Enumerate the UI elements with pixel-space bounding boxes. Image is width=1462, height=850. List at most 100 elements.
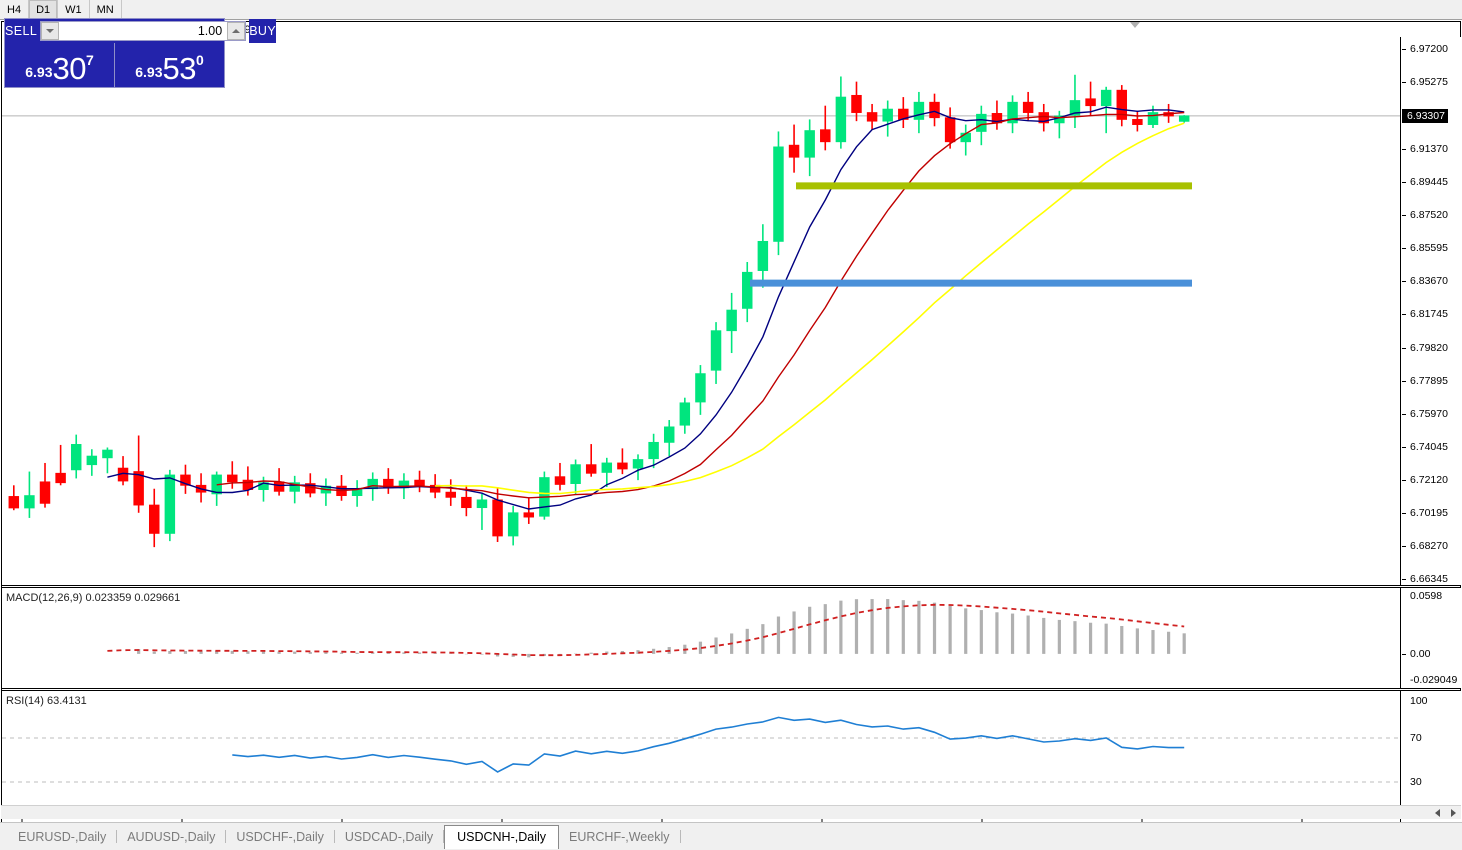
sell-price-big: 30	[52, 51, 86, 86]
candle	[476, 493, 488, 530]
timeframe-d1[interactable]: D1	[29, 0, 59, 19]
price-tick-label: 6.89445	[1401, 176, 1448, 188]
horizontal-scrollbar[interactable]	[1, 805, 1461, 819]
rsi-tick-label: 100	[1410, 695, 1428, 707]
pane-divider-2	[2, 688, 1460, 689]
tab-separator	[443, 830, 445, 843]
price-tick-label: 6.75970	[1401, 408, 1448, 420]
symbol-tab-eurusd[interactable]: EURUSD-,Daily	[18, 829, 107, 844]
candle	[570, 459, 581, 494]
symbol-tab-usdchf[interactable]: USDCHF-,Daily	[236, 829, 324, 844]
macd-axis[interactable]: 0.0598 0.00 -0.029049	[1400, 588, 1462, 688]
candle	[445, 479, 456, 506]
price-tick-label: 6.85595	[1401, 242, 1448, 254]
timeframe-mn[interactable]: MN	[89, 0, 122, 19]
pane-divider-2b	[2, 690, 1460, 691]
arrow-right-icon	[1450, 808, 1456, 817]
candle	[1007, 95, 1018, 134]
candle	[1069, 74, 1081, 129]
sell-price-prefix: 6.93	[25, 64, 53, 80]
rsi-chart-svg[interactable]	[2, 691, 1400, 822]
pane-divider-1b	[2, 587, 1460, 588]
candle	[102, 447, 113, 474]
volume-input[interactable]	[59, 22, 228, 40]
candle	[648, 433, 659, 469]
candle	[960, 124, 971, 156]
candle	[695, 365, 706, 415]
timeframe-toolbar: H4 D1 W1 MN	[0, 0, 1462, 20]
scroll-right-button[interactable]	[1445, 806, 1461, 820]
buy-price-prefix: 6.93	[135, 64, 163, 80]
candle	[1054, 110, 1065, 139]
candle	[554, 462, 566, 491]
price-tick-label: 6.70195	[1401, 507, 1448, 519]
timeframe-h4[interactable]: H4	[0, 0, 30, 19]
rsi-tick-label: 70	[1410, 732, 1422, 744]
candle	[866, 103, 878, 130]
price-tick-label: 6.68270	[1401, 540, 1448, 552]
symbol-tab-usdcnh[interactable]: USDCNH-,Daily	[444, 825, 560, 849]
price-tick-label: 6.97200	[1401, 43, 1448, 55]
candle	[1132, 110, 1143, 132]
volume-decrement-button[interactable]	[41, 22, 60, 40]
candle	[851, 81, 862, 122]
candle	[8, 485, 20, 511]
candle	[835, 76, 847, 149]
tab-separator	[225, 830, 227, 843]
rsi-axis[interactable]: 10070300	[1400, 691, 1462, 822]
tab-separator	[679, 830, 681, 843]
candle	[944, 107, 956, 149]
candle	[898, 97, 909, 129]
pane-divider-1	[2, 585, 1460, 586]
symbol-tab-eurchf[interactable]: EURCHF-,Weekly	[569, 829, 670, 844]
ma-slow	[435, 122, 1185, 495]
buy-button[interactable]: 6.93 53 0	[115, 43, 224, 87]
candle	[539, 471, 550, 520]
price-chart-svg[interactable]	[2, 37, 1400, 585]
timeframe-w1[interactable]: W1	[58, 0, 90, 19]
symbol-tab-usdcad[interactable]: USDCAD-,Daily	[344, 829, 434, 844]
macd-tick-label: 0.0598	[1410, 590, 1443, 602]
sell-button[interactable]: 6.93 30 7	[5, 43, 115, 87]
volume-stepper[interactable]	[40, 21, 247, 41]
candle	[929, 93, 940, 127]
candle	[679, 397, 691, 434]
candle	[601, 457, 613, 488]
candle	[180, 464, 191, 494]
ma-medium	[216, 111, 1185, 499]
macd-tick-label: 0.00	[1401, 648, 1430, 660]
volume-increment-button[interactable]	[227, 22, 246, 40]
scroll-left-button[interactable]	[1429, 806, 1445, 820]
candle	[149, 488, 160, 548]
price-tick-label: 6.66345	[1401, 573, 1448, 585]
candle	[70, 434, 82, 479]
buy-price-fraction: 0	[195, 52, 204, 68]
candle	[1038, 103, 1049, 132]
candle	[913, 91, 925, 134]
arrow-left-icon	[1434, 808, 1440, 817]
candle	[320, 478, 332, 506]
symbol-tab-bar[interactable]: EURUSD-,Daily AUDUSD-,Daily USDCHF-,Daily U…	[0, 822, 1462, 850]
candle	[24, 471, 35, 518]
chevron-down-icon	[46, 29, 55, 33]
octp-price-row: 6.93 30 7 6.93 53 0	[5, 43, 224, 87]
candle	[1116, 85, 1128, 127]
macd-chart-svg[interactable]	[2, 588, 1400, 688]
candle	[773, 131, 784, 256]
candle	[1100, 86, 1112, 134]
price-tick-label: 6.79820	[1401, 342, 1448, 354]
rsi-tick-label: 30	[1410, 776, 1422, 788]
toolbar-empty-area	[121, 0, 1462, 19]
sell-label: SELL	[5, 19, 38, 43]
candle	[523, 497, 535, 524]
candle	[976, 105, 987, 146]
symbol-tab-audusd[interactable]: AUDUSD-,Daily	[127, 829, 216, 844]
price-axis[interactable]: 6.97200 6.95275 6.93307 6.91370 6.89445 6.875…	[1400, 37, 1462, 585]
rsi-label: RSI(14) 63.4131	[6, 695, 87, 707]
candle	[1085, 81, 1096, 116]
price-tick-label: 6.87520	[1401, 209, 1448, 221]
pane-collapse-marker-icon[interactable]	[1130, 22, 1140, 28]
buy-label: BUY	[249, 19, 277, 43]
price-tick-label: 6.74045	[1401, 441, 1448, 453]
